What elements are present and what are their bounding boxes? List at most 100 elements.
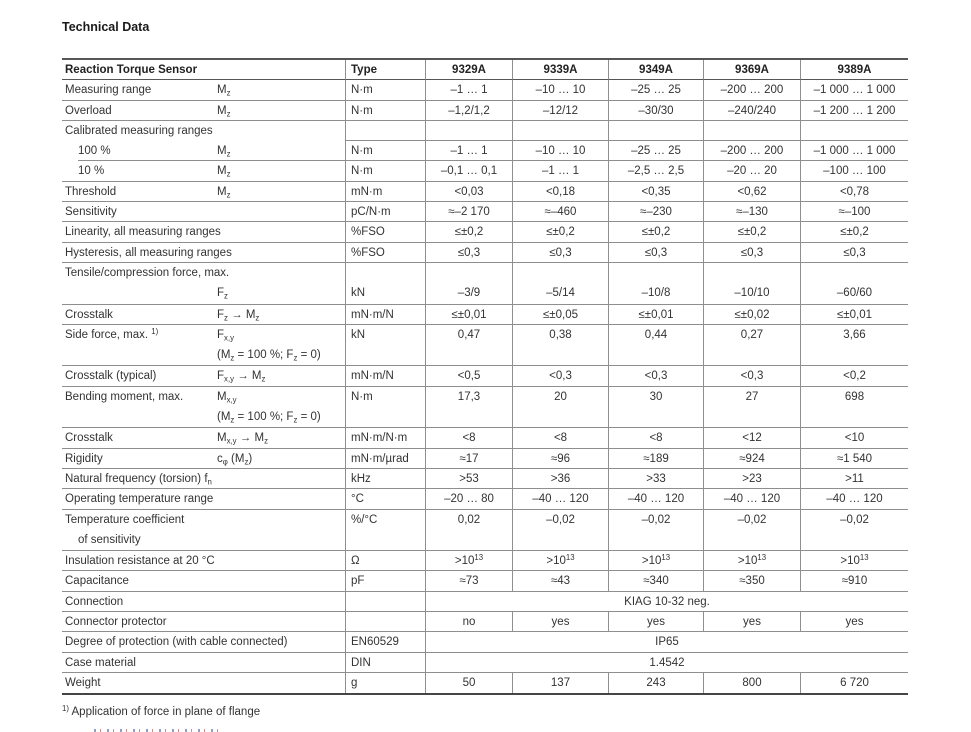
row-label: Threshold bbox=[65, 185, 117, 198]
unit-label: kN bbox=[351, 328, 366, 341]
value-cell: ≤±0,01 bbox=[608, 304, 703, 325]
unit-cell bbox=[345, 612, 425, 633]
value-cell: –0,02 bbox=[800, 509, 908, 552]
row-symbol: Mz bbox=[217, 84, 231, 98]
row-label: Crosstalk (typical) bbox=[65, 370, 157, 383]
value-cell: –10 … 10 bbox=[512, 80, 608, 101]
value-cell: <0,3 bbox=[512, 366, 608, 387]
value-cell: ≈17 bbox=[425, 448, 512, 469]
row-label-cell: Crosstalk Mx,y → Mz bbox=[62, 428, 345, 449]
unit-cell: mN·m/N bbox=[345, 366, 425, 387]
unit-cell: N·m bbox=[345, 80, 425, 101]
value-cell: ≤0,3 bbox=[800, 242, 908, 263]
table-row: Crosstalk Fz → Mz mN·m/N ≤±0,01 ≤±0,05 ≤±0,01… bbox=[62, 304, 908, 325]
table-row: Calibrated measuring ranges bbox=[62, 120, 908, 142]
unit-cell: EN60529 bbox=[345, 632, 425, 653]
value-cell bbox=[800, 120, 908, 142]
value: 698 bbox=[844, 390, 865, 403]
value-cell: <0,03 bbox=[425, 181, 512, 203]
unit-label: g bbox=[351, 676, 358, 689]
value-cell: –0,1 … 0,1 bbox=[425, 161, 512, 182]
row-label: 10 % bbox=[78, 165, 105, 178]
row-label: Operating temperature range bbox=[65, 493, 214, 506]
value-cell: ≤0,3 bbox=[608, 242, 703, 263]
value: 30 bbox=[649, 390, 663, 403]
value: –60/60 bbox=[836, 287, 873, 300]
row-symbol: Mz bbox=[217, 165, 231, 179]
value-cell: <12 bbox=[703, 428, 800, 449]
unit-cell: kHz bbox=[345, 468, 425, 490]
table-row: Natural frequency (torsion) fn kHz >53 >36 >… bbox=[62, 468, 908, 490]
unit-cell: DIN bbox=[345, 652, 425, 673]
row-label-cell: Bending moment, max. Mx,y (Mz = 100 %; Fz … bbox=[62, 387, 345, 429]
clipped-content-fragment bbox=[94, 729, 222, 732]
row-label: Linearity, all measuring ranges bbox=[65, 226, 221, 239]
value-cell: –200 … 200 bbox=[703, 80, 800, 101]
value-cell bbox=[425, 120, 512, 142]
row-label: Rigidity bbox=[65, 452, 103, 465]
value-cell: ≤±0,01 bbox=[800, 304, 908, 325]
row-label: Tensile/compression force, max. bbox=[65, 266, 230, 279]
value-cell: ≈–130 bbox=[703, 202, 800, 223]
unit-cell: pF bbox=[345, 571, 425, 592]
header-model: 9349A bbox=[608, 60, 703, 81]
row-label-cell: Operating temperature range bbox=[62, 489, 345, 510]
unit-label: mN·m/µrad bbox=[351, 452, 409, 465]
table-row: Degree of protection (with cable connect… bbox=[62, 632, 908, 653]
value-cell: ≤±0,2 bbox=[608, 222, 703, 243]
unit-label: %/°C bbox=[351, 513, 378, 526]
row-symbol: Mz bbox=[217, 185, 231, 200]
value-cell: >1013 bbox=[703, 551, 800, 572]
value-cell: –0,02 bbox=[608, 509, 703, 552]
row-label-cell: Side force, max. 1) Fx,y (Mz = 100 %; Fz =… bbox=[62, 325, 345, 367]
row-label-cell: Case material bbox=[62, 653, 345, 673]
unit-label: kN bbox=[351, 287, 366, 300]
value-cell: 6 720 bbox=[800, 672, 908, 694]
unit-label: kHz bbox=[351, 472, 371, 485]
table-row: 10 % Mz N·m –0,1 … 0,1 –1 … 1 –2,5 … 2,5 –20 …… bbox=[62, 161, 908, 182]
table-row: Rigidity cφ (Mz) mN·m/µrad ≈17 ≈96 ≈189 ≈924 ≈1… bbox=[62, 448, 908, 469]
unit-cell: pC/N·m bbox=[345, 202, 425, 223]
value-cell: –25 … 25 bbox=[608, 80, 703, 101]
value-cell: 0,44 bbox=[608, 324, 703, 367]
value-cell: >11 bbox=[800, 468, 908, 490]
row-symbol: Fz bbox=[217, 287, 228, 301]
value-cell: ≤±0,2 bbox=[800, 222, 908, 243]
value: 27 bbox=[745, 390, 759, 403]
value-cell: –1 … 1 bbox=[425, 80, 512, 101]
unit-cell: N·m bbox=[345, 141, 425, 162]
value-cell: 698 bbox=[800, 386, 908, 429]
value-cell: –200 … 200 bbox=[703, 141, 800, 162]
value-cell: <0,5 bbox=[425, 366, 512, 387]
row-label: Capacitance bbox=[65, 575, 129, 588]
value-cell: <8 bbox=[512, 428, 608, 449]
table-row: Threshold Mz mN·m <0,03 <0,18 <0,35 <0,62 <0,78 bbox=[62, 181, 908, 203]
table-header-row: Reaction Torque Sensor Type 9329A 9339A … bbox=[62, 60, 908, 81]
unit-label: mN·m bbox=[351, 185, 383, 198]
value: 0,02 bbox=[457, 513, 481, 526]
value-cell: >33 bbox=[608, 468, 703, 490]
value-cell: <8 bbox=[425, 428, 512, 449]
value-cell: no bbox=[425, 612, 512, 633]
row-label: Connection bbox=[65, 595, 124, 608]
value-cell: –25 … 25 bbox=[608, 141, 703, 162]
value-cell: <0,18 bbox=[512, 181, 608, 203]
unit-cell: %FSO bbox=[345, 242, 425, 263]
row-label: Connector protector bbox=[65, 616, 167, 629]
value-cell: ≤0,3 bbox=[512, 242, 608, 263]
row-label: Crosstalk bbox=[65, 308, 113, 321]
unit-cell: %FSO bbox=[345, 222, 425, 243]
value-cell: <10 bbox=[800, 428, 908, 449]
table-row: Side force, max. 1) Fx,y (Mz = 100 %; Fz =… bbox=[62, 324, 908, 367]
table-row: Case material DIN 1.4542 bbox=[62, 652, 908, 673]
row-symbol-note: (Mz = 100 %; Fz = 0) bbox=[217, 349, 321, 363]
value-cell: –60/60 bbox=[800, 262, 908, 305]
table-row: Capacitance pF ≈73 ≈43 ≈340 ≈350 ≈910 bbox=[62, 571, 908, 592]
value-cell: ≈43 bbox=[512, 571, 608, 592]
value-cell: –40 … 120 bbox=[800, 489, 908, 510]
row-label: Side force, max. 1) bbox=[65, 326, 159, 341]
row-label-cell: Weight bbox=[62, 673, 345, 693]
value-cell: ≈–100 bbox=[800, 202, 908, 223]
header-model: 9369A bbox=[703, 60, 800, 81]
value-cell: 137 bbox=[512, 672, 608, 694]
